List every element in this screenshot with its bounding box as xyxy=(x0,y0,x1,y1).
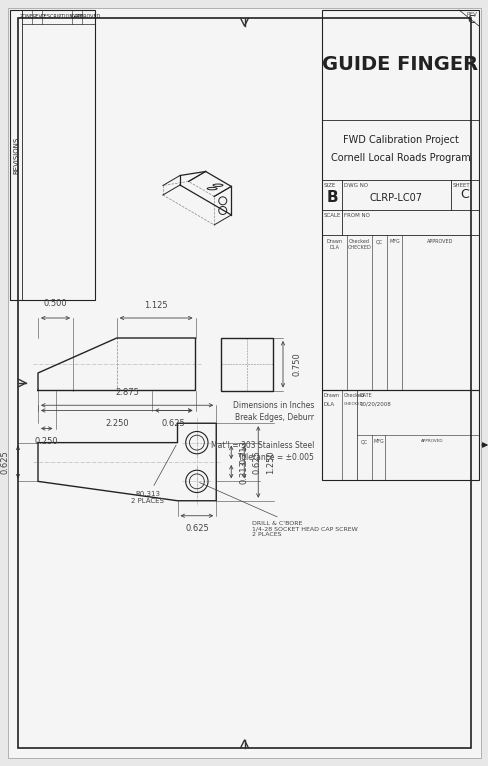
Text: REV: REV xyxy=(465,12,476,17)
Text: Break Edges, Deburr: Break Edges, Deburr xyxy=(235,414,313,423)
Text: R0.313
2 PLACES: R0.313 2 PLACES xyxy=(131,445,176,503)
Text: APPROVED: APPROVED xyxy=(420,439,442,443)
Text: QC: QC xyxy=(375,239,382,244)
Text: APPROVED: APPROVED xyxy=(427,239,453,244)
Text: Cornell Local Roads Program: Cornell Local Roads Program xyxy=(330,153,469,163)
Text: APPROVED: APPROVED xyxy=(75,15,102,19)
Text: GUIDE FINGER: GUIDE FINGER xyxy=(322,55,478,74)
Text: 0.313: 0.313 xyxy=(239,440,248,464)
Text: Dimensions in Inches: Dimensions in Inches xyxy=(232,401,313,410)
Text: DATE: DATE xyxy=(358,393,371,398)
Text: Checked: Checked xyxy=(343,393,364,398)
Text: 0.500: 0.500 xyxy=(43,299,67,308)
Text: SIZE: SIZE xyxy=(324,183,336,188)
Text: Tolerance = ±0.005: Tolerance = ±0.005 xyxy=(238,453,313,463)
Text: 2.250: 2.250 xyxy=(105,418,128,427)
Text: REV: REV xyxy=(32,15,42,19)
Text: ZONE: ZONE xyxy=(20,15,34,19)
Bar xyxy=(321,390,478,480)
Text: Checked
CHECKED: Checked CHECKED xyxy=(347,239,370,250)
Text: DWG NO: DWG NO xyxy=(343,183,367,188)
Text: DESCRIPTION: DESCRIPTION xyxy=(41,15,73,19)
Text: MFG: MFG xyxy=(372,439,383,444)
Text: 0.625: 0.625 xyxy=(1,450,10,474)
Text: Mat'l = 303 Stainless Steel: Mat'l = 303 Stainless Steel xyxy=(210,440,313,450)
Text: MFG: MFG xyxy=(388,239,399,244)
Bar xyxy=(10,10,22,300)
Text: 0.250: 0.250 xyxy=(35,437,59,446)
Text: Drawn
DLA: Drawn DLA xyxy=(326,239,342,250)
Text: FROM NO: FROM NO xyxy=(343,213,369,218)
Text: 0.625: 0.625 xyxy=(252,450,261,474)
Text: 1.250: 1.250 xyxy=(265,450,275,474)
Text: CLRP-LC07: CLRP-LC07 xyxy=(369,193,422,203)
Text: 2.875: 2.875 xyxy=(115,388,139,398)
Text: Drawn: Drawn xyxy=(324,393,339,398)
Text: SHEET: SHEET xyxy=(452,183,469,188)
Bar xyxy=(10,10,95,300)
Text: CHECKED: CHECKED xyxy=(343,402,363,406)
Text: DLA: DLA xyxy=(324,402,334,407)
Text: DATE: DATE xyxy=(70,15,83,19)
Text: 10/20/2008: 10/20/2008 xyxy=(358,402,390,407)
Bar xyxy=(220,338,272,391)
Text: SCALE: SCALE xyxy=(324,213,341,218)
Bar xyxy=(321,10,478,390)
Text: 0.625: 0.625 xyxy=(184,524,208,532)
Text: DRILL & C'BORE
1/4-28 SOCKET HEAD CAP SCREW
2 PLACES: DRILL & C'BORE 1/4-28 SOCKET HEAD CAP SC… xyxy=(199,483,357,538)
Text: QC: QC xyxy=(360,439,367,444)
Text: 0.750: 0.750 xyxy=(292,352,302,376)
Text: FWD Calibration Project: FWD Calibration Project xyxy=(342,135,458,145)
Text: C: C xyxy=(466,15,474,25)
Text: C: C xyxy=(460,188,468,201)
Text: B: B xyxy=(325,191,337,205)
Text: 1.125: 1.125 xyxy=(144,301,167,310)
Text: 0.313: 0.313 xyxy=(239,460,248,483)
Text: REVISIONS: REVISIONS xyxy=(13,136,19,174)
Text: 0.625: 0.625 xyxy=(162,418,185,427)
